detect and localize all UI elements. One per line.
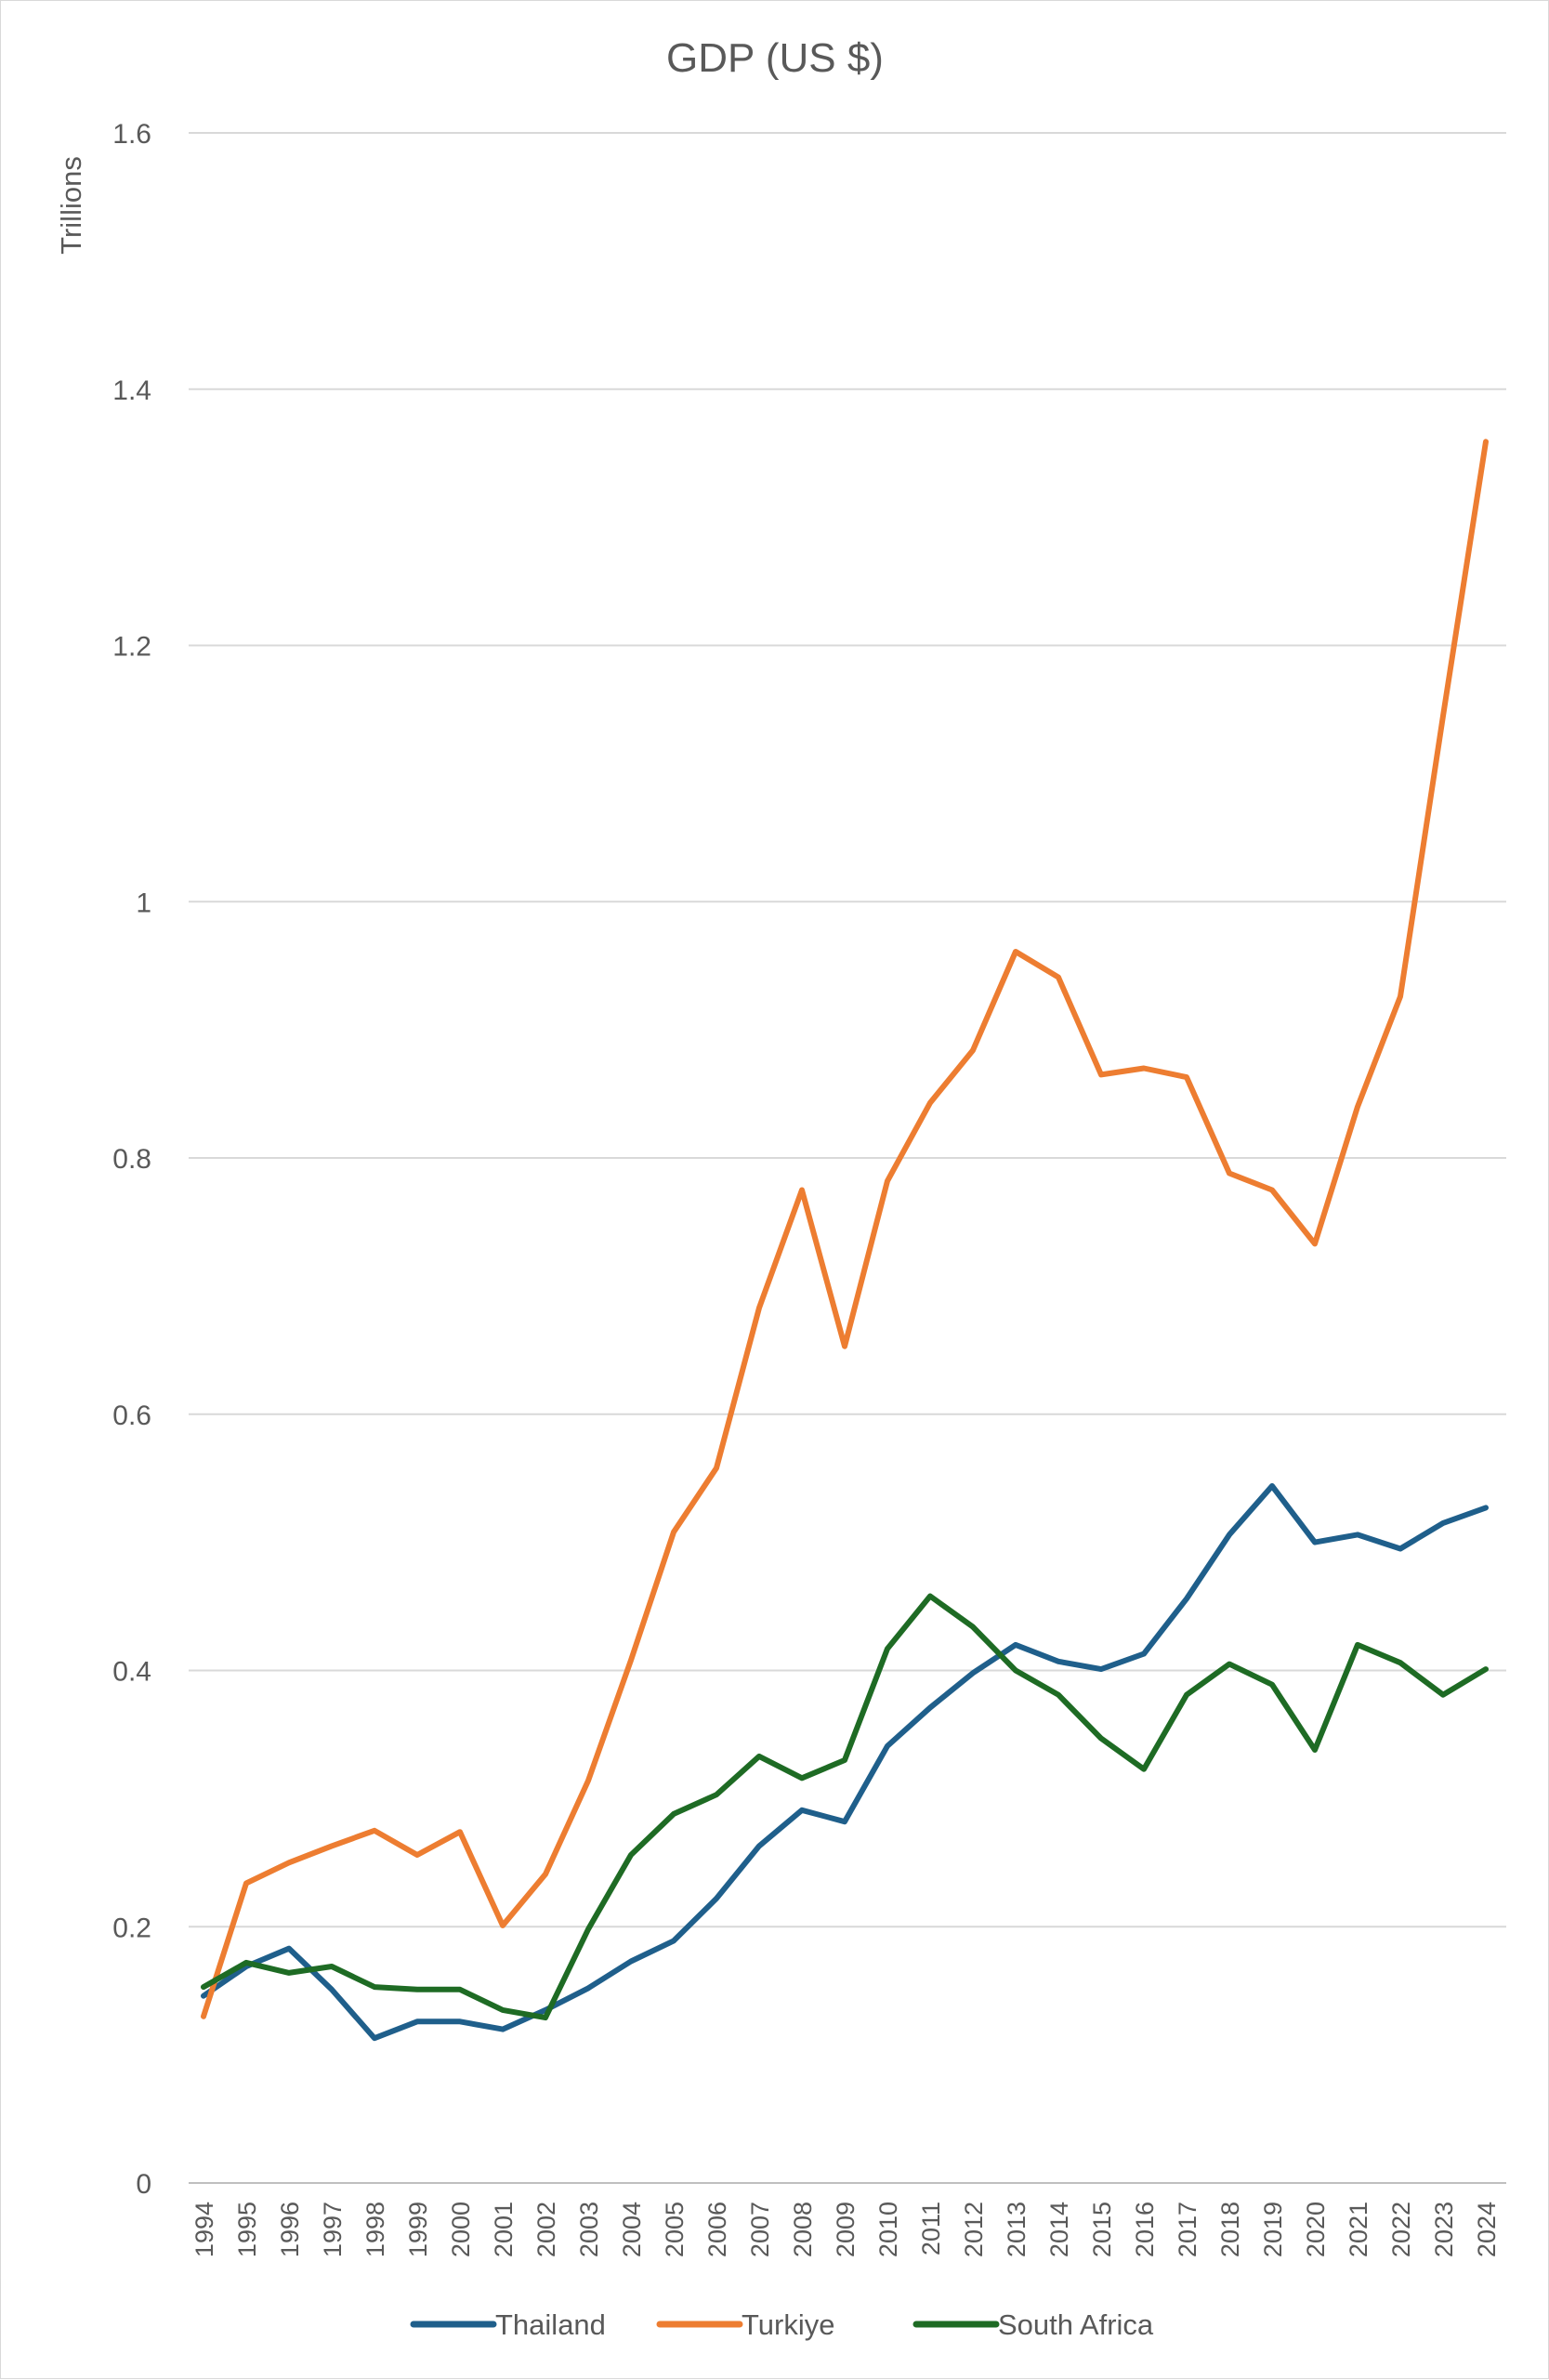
x-tick-label: 2013: [1003, 2202, 1030, 2257]
x-tick-label: 2012: [960, 2202, 988, 2257]
y-tick-label: 1.2: [112, 632, 151, 663]
y-tick-label: 0.4: [112, 1657, 151, 1688]
x-tick-label: 2008: [789, 2202, 817, 2257]
series-line-south-africa: [201, 1593, 1489, 2021]
gridlines: [189, 132, 1506, 1928]
y-axis-label: Trillions: [55, 156, 87, 255]
y-tick-label: 1: [136, 888, 151, 918]
x-tick-label: 2022: [1387, 2202, 1415, 2257]
y-tick-label: 1.4: [112, 375, 151, 406]
x-tick-label: 2017: [1174, 2202, 1201, 2257]
series-lines: [201, 439, 1489, 2042]
x-tick-label: 2021: [1345, 2202, 1372, 2257]
x-tick-label: 1995: [233, 2202, 261, 2257]
y-tick-label: 0.6: [112, 1400, 151, 1431]
y-axis-ticks: 0 0.2 0.4 0.6 0.8 1 1.2 1.4 1.6: [112, 119, 151, 2200]
x-tick-label: 2004: [618, 2202, 646, 2257]
series-line-thailand: [201, 1483, 1489, 2042]
x-tick-label: 2000: [447, 2202, 475, 2257]
y-tick-label: 1.6: [112, 119, 151, 150]
x-tick-label: 2023: [1430, 2202, 1458, 2257]
x-tick-label: 1994: [190, 2202, 218, 2257]
x-tick-label: 1999: [404, 2202, 432, 2257]
x-tick-label: 2024: [1473, 2202, 1501, 2257]
x-tick-label: 2009: [832, 2202, 860, 2257]
x-tick-label: 2019: [1259, 2202, 1287, 2257]
legend-label: Thailand: [495, 2308, 606, 2341]
legend: Thailand Turkiye South Africa: [410, 2308, 1154, 2341]
chart-title: GDP (US $): [666, 35, 884, 81]
x-axis-ticks: 1994 1995 1996 1997 1998 1999 2000 2001 2002 2003…: [190, 2202, 1501, 2257]
x-tick-label: 2002: [532, 2202, 560, 2257]
x-tick-label: 2007: [746, 2202, 774, 2257]
y-tick-label: 0.2: [112, 1913, 151, 1943]
legend-label: South Africa: [998, 2308, 1154, 2341]
x-tick-label: 1998: [361, 2202, 389, 2257]
x-tick-label: 2001: [490, 2202, 518, 2257]
x-tick-label: 2016: [1131, 2202, 1159, 2257]
x-tick-label: 2011: [917, 2202, 945, 2255]
x-tick-label: 2005: [661, 2202, 689, 2257]
x-tick-label: 1996: [276, 2202, 304, 2257]
x-tick-label: 2003: [575, 2202, 603, 2257]
y-tick-label: 0.8: [112, 1144, 151, 1175]
x-tick-label: 1997: [319, 2202, 347, 2257]
x-tick-label: 2020: [1302, 2202, 1330, 2257]
x-tick-label: 2010: [874, 2202, 902, 2257]
legend-label: Turkiye: [742, 2308, 834, 2341]
x-tick-label: 2014: [1045, 2202, 1073, 2257]
x-tick-label: 2006: [703, 2202, 731, 2257]
x-tick-label: 2015: [1088, 2202, 1116, 2257]
series-line-turkiye: [201, 439, 1489, 2019]
y-tick-label: 0: [136, 2169, 151, 2200]
x-tick-label: 2018: [1216, 2202, 1244, 2257]
